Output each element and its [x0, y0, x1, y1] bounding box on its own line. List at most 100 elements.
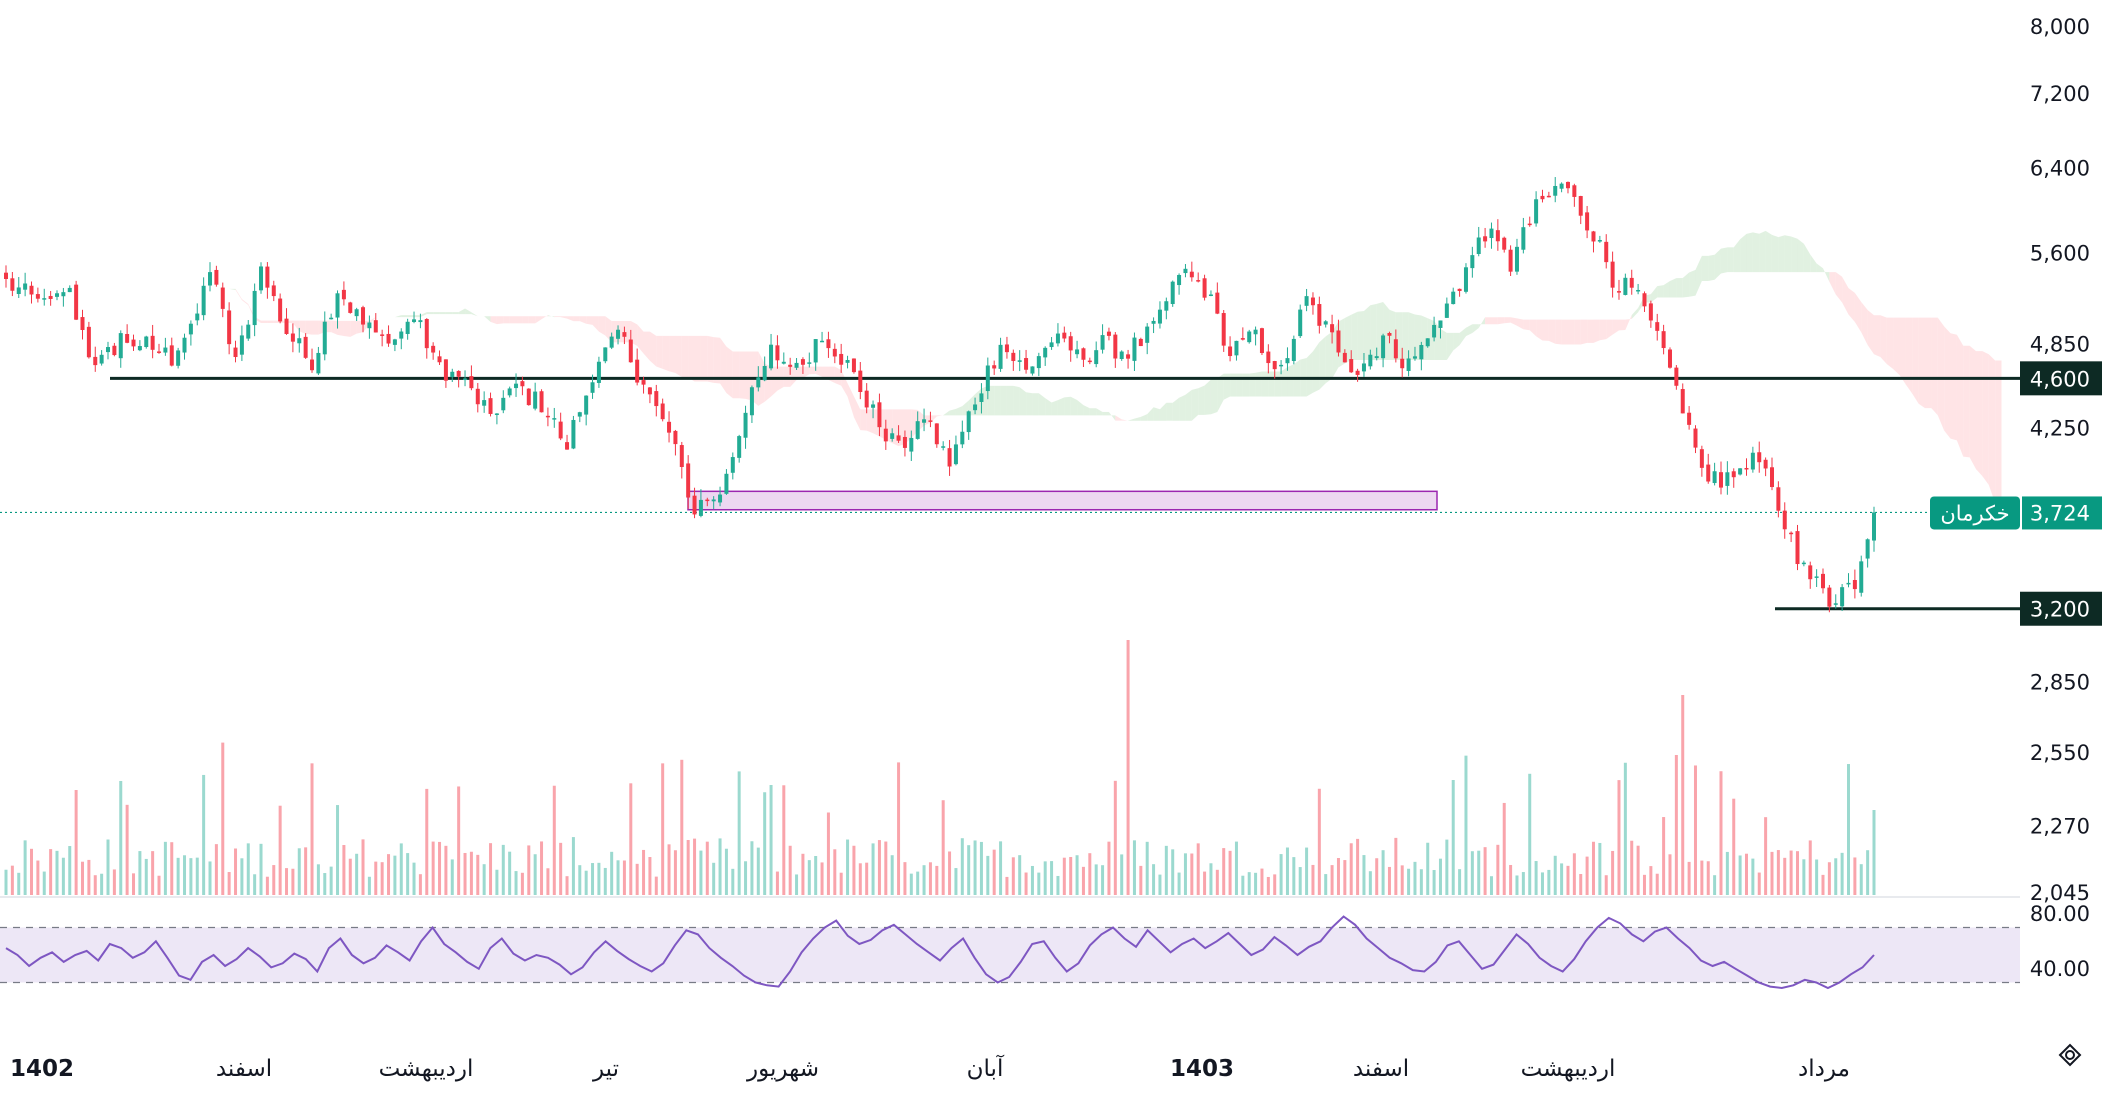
- candle-body: [642, 380, 646, 385]
- volume-bar: [636, 864, 639, 895]
- candle-body: [1693, 429, 1697, 448]
- candle-body: [1846, 583, 1850, 585]
- volume-bar: [706, 842, 709, 895]
- cloud-segment: [306, 321, 312, 335]
- candle-body: [890, 433, 894, 439]
- candle-body: [999, 345, 1003, 369]
- cloud-segment: [669, 336, 675, 373]
- cloud-segment: [1147, 407, 1153, 420]
- cloud-segment: [567, 316, 573, 321]
- candle-body: [1050, 342, 1054, 347]
- volume-bar: [750, 841, 753, 895]
- candle-body: [1572, 185, 1576, 197]
- candle-body: [1292, 339, 1296, 361]
- cloud-segment: [293, 321, 299, 332]
- volume-bar: [1732, 799, 1735, 895]
- candle-body: [1579, 196, 1583, 216]
- cloud-segment: [1689, 270, 1695, 297]
- cloud-segment: [1651, 286, 1657, 302]
- volume-bar: [1853, 857, 1856, 895]
- candle-body: [125, 334, 129, 343]
- candle-body: [1859, 561, 1863, 592]
- volume-bar: [1656, 874, 1659, 895]
- candle-body: [597, 362, 601, 383]
- candle-body: [852, 359, 856, 373]
- candle-body: [1611, 262, 1615, 288]
- cloud-segment: [1205, 380, 1211, 415]
- volume-bar: [1178, 873, 1181, 895]
- cloud-segment: [1491, 317, 1497, 324]
- volume-bar: [68, 846, 71, 895]
- volume-bar: [1158, 875, 1161, 895]
- volume-bar: [1694, 765, 1697, 895]
- volume-bar: [1643, 875, 1646, 895]
- candle-body: [724, 474, 728, 494]
- candle-body: [1732, 471, 1736, 477]
- candle-body: [922, 419, 926, 422]
- candle-body: [1075, 349, 1079, 354]
- cloud-segment: [1613, 320, 1619, 335]
- candle-body: [1247, 332, 1251, 343]
- cloud-segment: [701, 336, 707, 382]
- volume-bar: [1369, 871, 1372, 895]
- volume-bar: [1751, 859, 1754, 895]
- candle-body: [1349, 359, 1353, 372]
- candle-body: [406, 322, 410, 334]
- candle-body: [973, 404, 977, 410]
- candle-body: [1113, 335, 1117, 359]
- cloud-segment: [1702, 256, 1708, 281]
- price-axis[interactable]: 8,0007,2006,4005,6004,8504,2503,2002,850…: [2030, 15, 2090, 905]
- price-tick-label: 7,200: [2030, 82, 2090, 106]
- time-tick-label: شهریور: [746, 1056, 819, 1082]
- volume-bar: [508, 852, 511, 895]
- volume-bar: [1503, 803, 1506, 895]
- candle-body: [546, 416, 550, 418]
- cloud-segment: [1122, 419, 1128, 420]
- settings-icon[interactable]: [2060, 1045, 2080, 1065]
- cloud-segment: [1785, 235, 1791, 272]
- volume-bar: [1464, 756, 1467, 895]
- candle-body: [826, 339, 830, 348]
- volume-bar: [1681, 695, 1684, 895]
- volume-bar: [81, 862, 84, 895]
- cloud-segment: [1466, 324, 1472, 336]
- volume-bar: [1375, 858, 1378, 895]
- cloud-segment: [1804, 244, 1810, 272]
- volume-bar: [961, 838, 964, 895]
- candle-body: [661, 404, 665, 420]
- candle-body: [801, 359, 805, 365]
- candle-body: [1132, 338, 1136, 361]
- cloud-segment: [1083, 405, 1089, 415]
- rsi-band: [0, 928, 2020, 983]
- volume-bar: [597, 863, 600, 895]
- candle-body: [1190, 272, 1194, 278]
- candle-body: [278, 299, 282, 322]
- volume-bar: [974, 840, 977, 895]
- cloud-segment: [656, 336, 662, 369]
- volume-bar: [910, 874, 913, 895]
- candle-body: [387, 334, 391, 344]
- cloud-segment: [1976, 351, 1982, 476]
- candle-body: [552, 418, 556, 420]
- volume-bar: [916, 872, 919, 895]
- candle-body: [1394, 339, 1398, 358]
- cloud-segment: [172, 279, 178, 285]
- volume-bar: [1280, 854, 1283, 895]
- candle-body: [1305, 296, 1309, 306]
- volume-bar: [5, 870, 8, 895]
- volume-bar: [878, 840, 881, 895]
- cloud-segment: [267, 321, 273, 323]
- support-zone-box[interactable]: [688, 491, 1437, 509]
- cloud-segment: [236, 289, 242, 300]
- volume-bar: [980, 842, 983, 895]
- volume-bar: [1292, 857, 1295, 895]
- volume-bar: [1617, 780, 1620, 895]
- candle-body: [1266, 352, 1270, 363]
- volume-bar: [1866, 850, 1869, 895]
- price-tick-label: 2,850: [2030, 670, 2090, 694]
- cloud-segment: [1568, 320, 1574, 345]
- candle-body: [482, 400, 486, 406]
- candle-body: [807, 362, 811, 364]
- volume-bar: [1082, 867, 1085, 895]
